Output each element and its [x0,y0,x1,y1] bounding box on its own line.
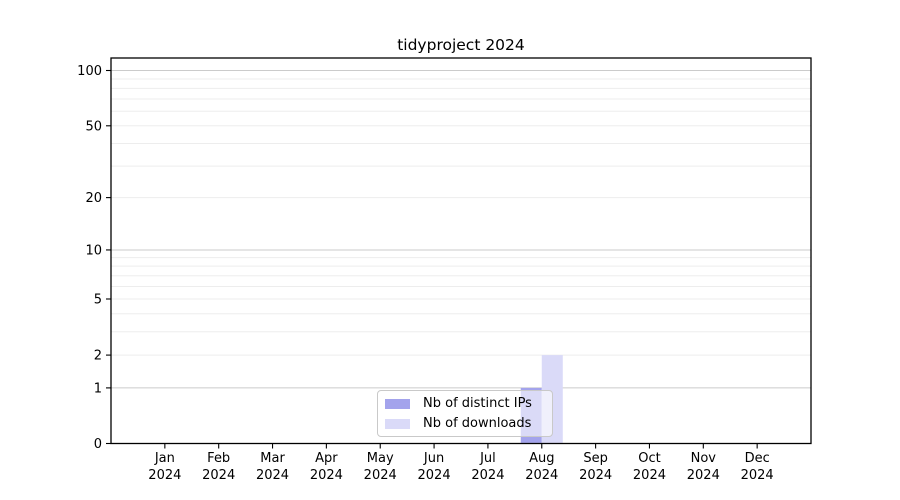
legend-swatch-downloads [385,418,410,429]
x-tick-label-year: 2024 [633,468,666,483]
x-tick-label-year: 2024 [256,468,289,483]
y-tick-label: 1 [94,381,102,396]
x-tick-label-year: 2024 [148,468,181,483]
y-tick-label: 2 [94,349,102,364]
x-tick-label-year: 2024 [418,468,451,483]
legend-item-distinct-ips: Nb of distinct IPs [385,397,552,410]
x-tick-label-month: Jan [154,451,175,466]
y-tick-label: 10 [85,243,102,258]
x-tick-label-year: 2024 [471,468,504,483]
x-tick-label-year: 2024 [741,468,774,483]
legend-swatch-distinct-ips [385,398,410,409]
chart-title: tidyproject 2024 [397,36,525,54]
x-tick-label-year: 2024 [202,468,235,483]
x-tick-label-year: 2024 [525,468,558,483]
y-tick-label: 5 [94,292,102,307]
plot-border [110,57,812,445]
x-tick-label-month: Feb [207,451,230,466]
x-tick-label-year: 2024 [579,468,612,483]
x-tick-label-month: Aug [529,451,554,466]
x-tick-label-month: Sep [583,451,608,466]
x-tick-label-month: May [367,451,394,466]
y-tick-label: 0 [94,437,102,452]
y-tick-label: 100 [77,64,102,79]
legend-item-downloads: Nb of downloads [385,417,552,430]
x-tick-label-year: 2024 [310,468,343,483]
x-tick-label-month: Mar [260,451,285,466]
y-tick-label: 20 [85,191,102,206]
x-tick-label-month: Dec [745,451,770,466]
x-tick-label-month: Jun [423,451,444,466]
y-tick-label: 50 [85,119,102,134]
x-tick-label-year: 2024 [364,468,397,483]
legend-label-distinct-ips: Nb of distinct IPs [423,396,532,411]
x-tick-label-month: Jul [479,451,496,466]
x-tick-label-year: 2024 [687,468,720,483]
x-tick-label-month: Apr [315,451,338,466]
legend-label-downloads: Nb of downloads [423,416,532,431]
x-tick-label-month: Nov [691,451,717,466]
legend: Nb of distinct IPs Nb of downloads [377,390,553,437]
x-tick-label-month: Oct [638,451,660,466]
